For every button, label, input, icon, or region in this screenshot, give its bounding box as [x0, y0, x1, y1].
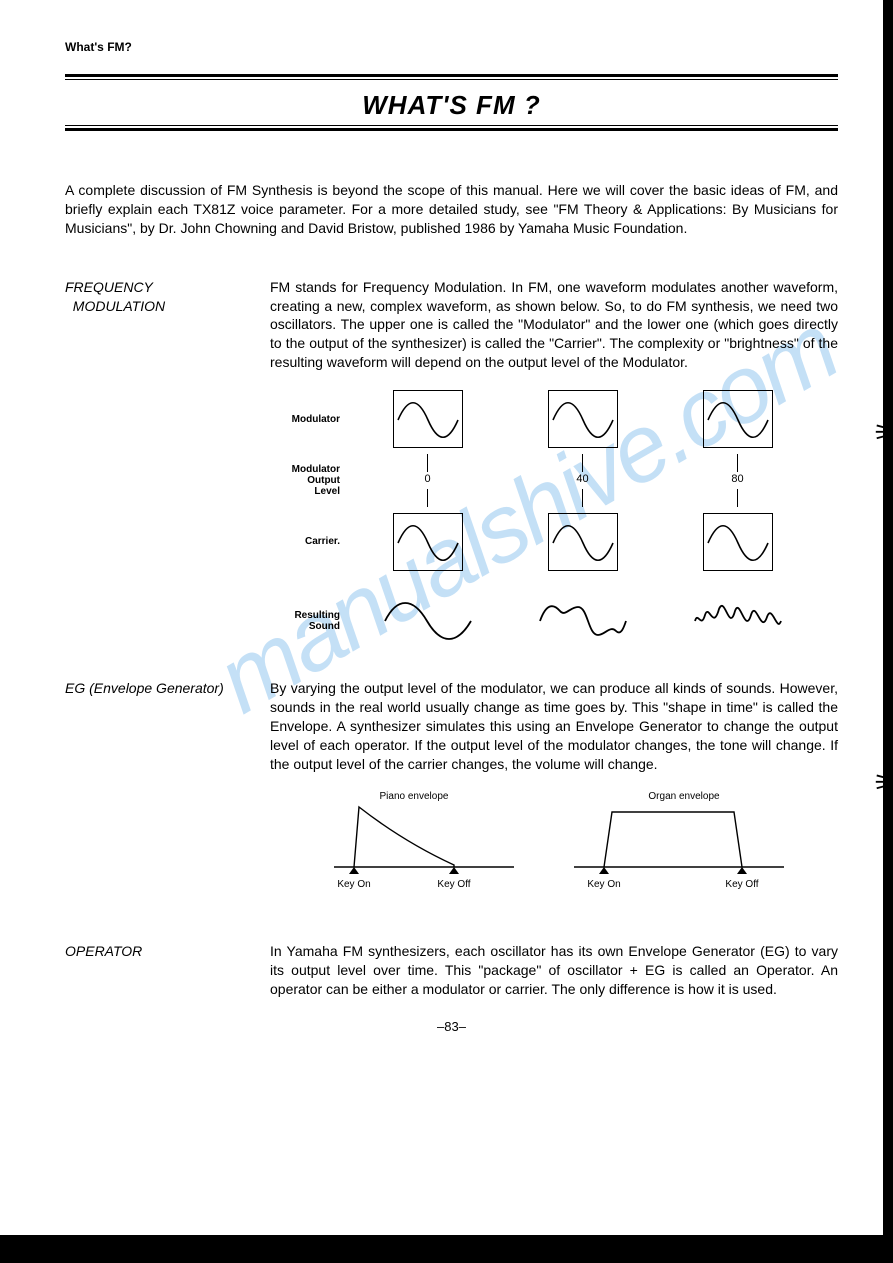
level-value-1: 40: [576, 472, 588, 487]
section-label: EG (Envelope Generator): [65, 679, 270, 922]
wave-slot: [350, 513, 505, 571]
organ-envelope-curve: [604, 812, 742, 867]
label-line2: MODULATION: [73, 298, 165, 314]
envelope-diagram: Piano envelope Key On Key Off Organ enve…: [314, 787, 794, 902]
row-label-modulator: Modulator: [270, 414, 350, 425]
marker-keyoff: [449, 867, 459, 874]
section-label: FREQUENCY MODULATION: [65, 278, 270, 659]
carrier-box-0: [393, 513, 463, 571]
section-frequency-modulation: FREQUENCY MODULATION FM stands for Frequ…: [65, 278, 838, 659]
connector-line: [582, 454, 583, 472]
connector-line: [582, 489, 583, 507]
level-value-0: 0: [424, 472, 430, 487]
sine-wave-icon: [704, 514, 772, 570]
wave-slot: [505, 513, 660, 571]
modulator-box-1: [548, 390, 618, 448]
result-label-l2: Sound: [309, 621, 340, 632]
piano-envelope-curve: [354, 807, 454, 867]
sine-wave-icon: [394, 391, 462, 447]
running-head: What's FM?: [65, 40, 838, 54]
wave-slot: [660, 513, 815, 571]
wave-slot: [660, 390, 815, 448]
sine-wave-icon: [704, 391, 772, 447]
body-text: By varying the output level of the modul…: [270, 679, 838, 773]
result-wave-icon: [538, 601, 628, 641]
section-body: In Yamaha FM synthesizers, each oscillat…: [270, 942, 838, 999]
wave-slot: [350, 601, 505, 641]
modulator-box-2: [703, 390, 773, 448]
intro-paragraph: A complete discussion of FM Synthesis is…: [65, 181, 838, 238]
sine-wave-icon: [549, 391, 617, 447]
connector-line: [427, 454, 428, 472]
spacer: [270, 577, 838, 601]
level-value-2: 80: [731, 472, 743, 487]
level-cell: 40: [505, 454, 660, 507]
level-label-l3: Level: [314, 486, 340, 497]
envelope-svg: Piano envelope Key On Key Off Organ enve…: [314, 787, 794, 897]
section-label: OPERATOR: [65, 942, 270, 999]
level-cell: 80: [660, 454, 815, 507]
page-number: –83–: [65, 1019, 838, 1034]
carrier-box-2: [703, 513, 773, 571]
marker-keyon: [599, 867, 609, 874]
connector-line: [737, 489, 738, 507]
diagram-row-level: Modulator Output Level 0 40: [270, 454, 838, 507]
wave-slot: [350, 390, 505, 448]
wave-slot: [505, 390, 660, 448]
row-label-level: Modulator Output Level: [270, 464, 350, 497]
organ-label: Organ envelope: [648, 791, 720, 802]
sine-wave-icon: [549, 514, 617, 570]
section-body: By varying the output level of the modul…: [270, 679, 838, 922]
sine-wave-icon: [394, 514, 462, 570]
row-label-carrier: Carrier.: [270, 536, 350, 547]
scan-artifact-icon: ⚞: [873, 420, 893, 446]
section-body: FM stands for Frequency Modulation. In F…: [270, 278, 838, 659]
page-title: WHAT'S FM ?: [65, 84, 838, 125]
result-wave-1: [538, 601, 628, 641]
rule-bottom: [65, 125, 838, 131]
wave-slot: [505, 601, 660, 641]
result-label-l1: Resulting: [294, 610, 340, 621]
section-operator: OPERATOR In Yamaha FM synthesizers, each…: [65, 942, 838, 999]
piano-label: Piano envelope: [380, 791, 449, 802]
scan-edge-bottom: [0, 1235, 893, 1263]
key-off-label: Key Off: [437, 879, 470, 890]
level-label-l1: Modulator: [292, 464, 340, 475]
diagram-row-modulator: Modulator: [270, 390, 838, 448]
modulator-box-0: [393, 390, 463, 448]
label-line1: FREQUENCY: [65, 279, 153, 295]
wave-slot: [660, 601, 815, 641]
marker-keyoff: [737, 867, 747, 874]
section-eg: EG (Envelope Generator) By varying the o…: [65, 679, 838, 922]
rule-top: [65, 74, 838, 80]
scan-artifact-icon: ⚞: [873, 770, 893, 796]
result-wave-icon: [383, 601, 473, 641]
connector-line: [427, 489, 428, 507]
key-on-label: Key On: [337, 879, 370, 890]
result-wave-icon: [693, 601, 783, 641]
carrier-box-1: [548, 513, 618, 571]
result-wave-2: [693, 601, 783, 641]
body-text: FM stands for Frequency Modulation. In F…: [270, 278, 838, 372]
diagram-row-result: Resulting Sound: [270, 601, 838, 641]
connector-line: [737, 454, 738, 472]
marker-keyon: [349, 867, 359, 874]
fm-diagram: Modulator: [270, 390, 838, 641]
result-wave-0: [383, 601, 473, 641]
level-label-l2: Output: [307, 475, 340, 486]
level-cell: 0: [350, 454, 505, 507]
key-off-label: Key Off: [725, 879, 758, 890]
diagram-row-carrier: Carrier.: [270, 513, 838, 571]
row-label-result: Resulting Sound: [270, 610, 350, 632]
key-on-label: Key On: [587, 879, 620, 890]
